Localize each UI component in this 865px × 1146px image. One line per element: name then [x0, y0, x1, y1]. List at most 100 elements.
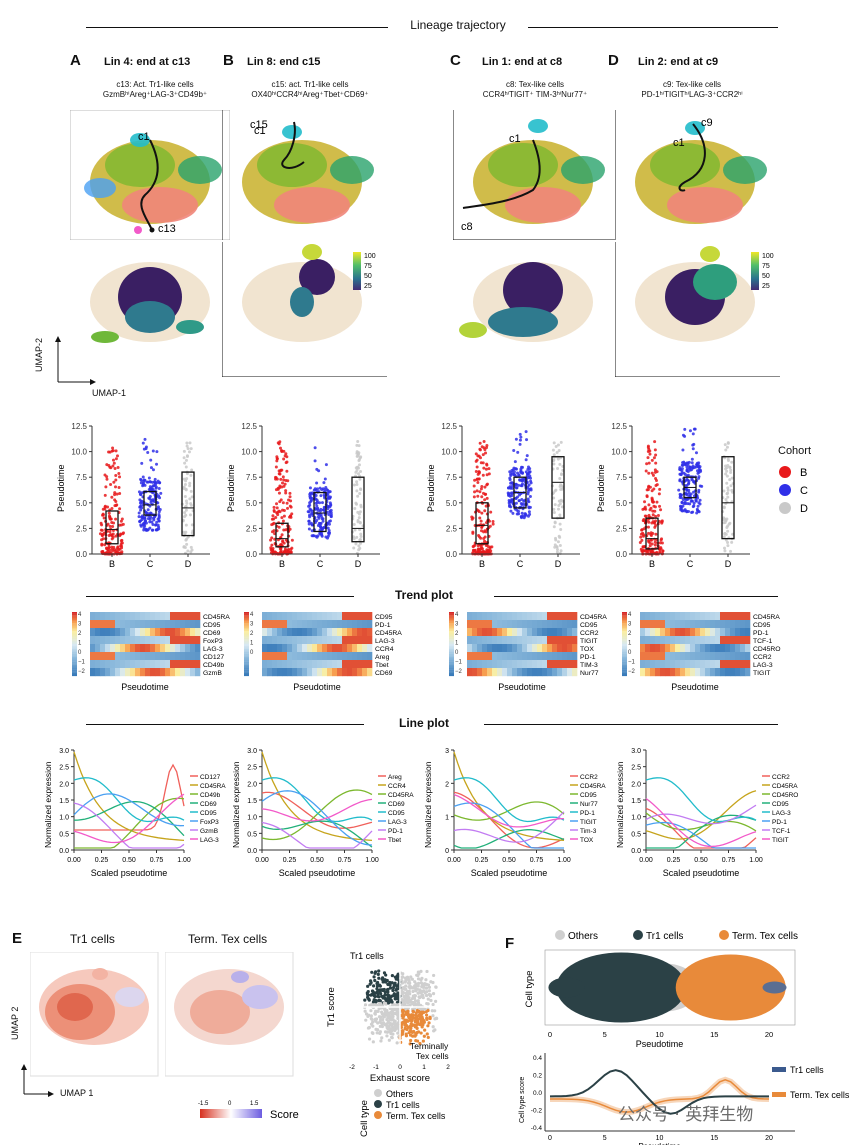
jitter-point [355, 480, 359, 484]
heat-cell [537, 668, 543, 677]
scale-bar-seg [622, 655, 627, 657]
x-tick-label: C [517, 559, 524, 569]
box [475, 502, 489, 545]
heat-cell [665, 636, 671, 645]
heat-cell [562, 644, 568, 653]
heat-cell [332, 620, 338, 629]
jitter-point [558, 544, 562, 548]
jitter-point [146, 451, 150, 455]
jitter-point [139, 481, 143, 485]
heat-cell [312, 628, 318, 637]
heat-cell [115, 628, 121, 637]
legend-label: CD49b [200, 792, 221, 799]
lineplot-b: 3.02.52.01.51.00.50.00.00 0.25 0.50 0.75 1.0… [231, 748, 414, 878]
heat-cell [150, 628, 156, 637]
jitter-point [520, 471, 524, 475]
scatter-point [373, 971, 377, 975]
jitter-point [112, 480, 116, 484]
scatter-point [411, 989, 415, 994]
scale-bar-seg [449, 616, 454, 619]
y-tick-label: 2.5 [59, 765, 69, 772]
heat-cell [552, 612, 558, 621]
heat-cell [185, 652, 191, 661]
jitter-point [726, 441, 730, 445]
heat-cell [700, 636, 706, 645]
heat-cell [730, 660, 736, 669]
heat-cell [337, 636, 343, 645]
heat-cell [277, 668, 283, 677]
heat-cell [720, 644, 726, 653]
jitter-point [519, 515, 523, 519]
heat-cell [512, 628, 518, 637]
scatter-point [400, 1021, 404, 1025]
score-y-label: Cell type score [519, 1077, 526, 1123]
jitter-point [683, 427, 687, 431]
heat-cell [670, 636, 676, 645]
legend-label: TIGIT [580, 819, 597, 826]
heat-cell [650, 652, 656, 661]
jitter-point [282, 478, 286, 482]
scale-bar-seg [622, 674, 627, 677]
heat-cell [357, 620, 363, 629]
heat-cell [337, 620, 343, 629]
jitter-point [729, 471, 733, 475]
jitter-point [480, 525, 484, 529]
scale-tick: 4 [628, 612, 632, 618]
heat-cell [322, 660, 328, 669]
scatter-point [413, 999, 418, 1003]
jitter-point [529, 488, 533, 492]
heat-cell [650, 644, 656, 653]
legend-label: LAG-3 [772, 810, 791, 817]
heat-cell [482, 628, 488, 637]
jitter-point [322, 508, 326, 512]
jitter-point [698, 502, 702, 506]
heat-cell [680, 620, 686, 629]
heat-cell [695, 628, 701, 637]
scatter-point [427, 1021, 431, 1025]
scale-bar-seg [449, 652, 454, 654]
scatter-point [409, 1038, 413, 1043]
jitter-point [649, 533, 653, 537]
heat-cell [317, 612, 323, 621]
scale-bar-seg [72, 620, 77, 622]
heat-cell [297, 668, 303, 677]
scale-bar-seg [622, 621, 627, 624]
jitter-point [690, 499, 694, 503]
jitter-point [485, 496, 489, 500]
jitter-point [282, 484, 286, 488]
heat-cell [347, 620, 353, 629]
legend-label: Tbet [388, 837, 401, 844]
jitter-point [318, 532, 322, 536]
heat-cell [322, 612, 328, 621]
heat-cell [695, 636, 701, 645]
heat-cell [262, 660, 268, 669]
gene-label: CD45RA [203, 614, 230, 621]
heat-cell [312, 620, 318, 629]
celltype-title: Cell type [359, 1100, 370, 1137]
legend-label: CD69 [200, 801, 217, 808]
x-tick-label: 15 [710, 1030, 718, 1039]
jitter-point [275, 506, 279, 510]
scatter-point [416, 977, 421, 981]
heat-cell [100, 668, 106, 677]
heat-cell [567, 660, 573, 669]
scale-bar-seg [244, 613, 249, 616]
jitter-point [326, 491, 330, 495]
heat-cell [292, 620, 298, 629]
jitter-point [359, 532, 363, 536]
box [181, 471, 195, 537]
heat-cell [645, 620, 651, 629]
jitter-point [327, 529, 331, 533]
jitter-point [552, 525, 556, 529]
jitter-point [100, 550, 104, 554]
gene-label: TIGIT [753, 670, 770, 677]
jitter-point [151, 523, 155, 527]
heat-cell [317, 620, 323, 629]
heat-cell [292, 612, 298, 621]
heat-cell [165, 628, 171, 637]
jitter-point [695, 463, 699, 467]
heat-cell [352, 636, 358, 645]
jitter-point [653, 543, 657, 547]
jitter-point [270, 530, 274, 534]
